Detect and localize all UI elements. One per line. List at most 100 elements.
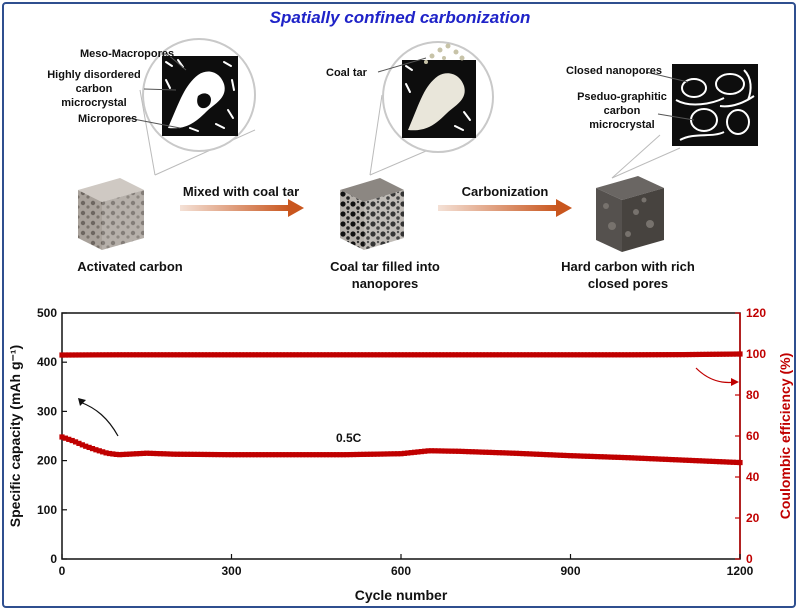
capacity-point xyxy=(493,449,499,456)
efficiency-point xyxy=(730,351,736,357)
callout-lines-stage1 xyxy=(127,52,187,129)
efficiency-point xyxy=(517,352,523,358)
efficiency-point xyxy=(530,352,536,358)
capacity-point xyxy=(330,452,336,458)
efficiency-point xyxy=(395,352,401,358)
capacity-point xyxy=(642,455,648,462)
capacity-point xyxy=(486,449,492,455)
capacity-point xyxy=(296,452,302,458)
y-tick-label-right: 60 xyxy=(746,429,760,443)
efficiency-point xyxy=(167,352,174,358)
y-tick-label-left: 100 xyxy=(37,503,57,517)
efficiency-point xyxy=(344,352,350,358)
efficiency-point xyxy=(496,352,502,358)
capacity-point xyxy=(266,452,272,458)
efficiency-point xyxy=(130,352,136,358)
capacity-point xyxy=(445,448,452,454)
efficiency-point xyxy=(178,352,184,358)
efficiency-point xyxy=(547,352,553,358)
capacity-point xyxy=(96,448,102,454)
efficiency-point xyxy=(540,352,546,358)
efficiency-point xyxy=(218,352,224,358)
capacity-point xyxy=(415,449,421,455)
capacity-point xyxy=(645,455,652,462)
efficiency-point xyxy=(713,351,719,357)
coal-tar-magnified-view xyxy=(369,41,494,176)
y-tick-label-left: 0 xyxy=(50,552,57,566)
capacity-point xyxy=(439,448,445,454)
capacity-point xyxy=(178,451,184,457)
capacity-point xyxy=(656,456,662,462)
capacity-point xyxy=(208,451,214,458)
capacity-point xyxy=(83,443,89,449)
efficiency-point xyxy=(462,352,469,358)
capacity-point xyxy=(262,452,268,458)
efficiency-point xyxy=(144,352,150,358)
efficiency-point xyxy=(561,352,567,358)
capacity-point xyxy=(198,451,204,458)
efficiency-point xyxy=(154,352,160,358)
capacity-point xyxy=(364,451,370,457)
capacity-point xyxy=(310,452,316,458)
capacity-point xyxy=(147,450,153,456)
capacity-point xyxy=(727,459,733,465)
efficiency-point xyxy=(405,352,411,358)
efficiency-point xyxy=(133,352,140,358)
capacity-point xyxy=(496,450,502,456)
capacity-point xyxy=(472,449,479,455)
efficiency-point xyxy=(632,352,638,358)
capacity-point xyxy=(611,454,618,460)
capacity-point xyxy=(588,453,594,459)
capacity-point xyxy=(154,450,160,457)
caption-coal-tar-filled: Coal tar filled into nanopores xyxy=(330,259,440,291)
capacity-point xyxy=(489,449,496,456)
capacity-point xyxy=(696,458,702,464)
efficiency-point xyxy=(330,352,336,358)
efficiency-point xyxy=(140,352,146,358)
capacity-point xyxy=(635,455,641,461)
capacity-point xyxy=(235,452,241,458)
process-label-carbonization: Carbonization xyxy=(461,184,549,199)
x-tick-label: 0 xyxy=(59,564,66,578)
capacity-point xyxy=(371,451,377,457)
efficiency-point xyxy=(554,352,560,358)
capacity-point xyxy=(320,452,326,458)
efficiency-point xyxy=(564,352,570,358)
capacity-point xyxy=(123,451,130,457)
capacity-point xyxy=(662,456,669,462)
efficiency-point xyxy=(72,352,79,358)
capacity-point xyxy=(167,451,174,457)
y-tick-label-right: 40 xyxy=(746,470,760,484)
callout-line-coal-tar xyxy=(377,57,427,73)
capacity-point xyxy=(388,451,394,457)
capacity-point xyxy=(449,448,455,454)
efficiency-point xyxy=(266,352,272,358)
capacity-point xyxy=(432,448,438,454)
efficiency-point xyxy=(483,352,489,358)
capacity-point xyxy=(242,452,248,458)
efficiency-point xyxy=(225,352,231,358)
schematic xyxy=(78,38,758,252)
efficiency-point xyxy=(201,352,207,358)
capacity-point xyxy=(669,457,675,463)
capacity-point xyxy=(672,457,679,463)
capacity-point xyxy=(323,452,330,458)
efficiency-point xyxy=(523,352,530,358)
efficiency-point xyxy=(188,352,194,358)
efficiency-point xyxy=(418,352,424,358)
capacity-point xyxy=(232,452,238,458)
efficiency-point xyxy=(347,352,353,358)
capacity-point xyxy=(225,452,231,458)
capacity-point xyxy=(442,448,448,454)
efficiency-point xyxy=(364,352,370,358)
efficiency-point xyxy=(656,352,662,358)
capacity-point xyxy=(595,454,601,460)
capacity-point xyxy=(422,448,428,454)
hard-carbon-magnified-view xyxy=(611,64,758,179)
efficiency-point xyxy=(683,351,689,358)
capacity-point xyxy=(554,452,560,458)
efficiency-point xyxy=(208,352,214,358)
efficiency-point xyxy=(527,352,533,358)
